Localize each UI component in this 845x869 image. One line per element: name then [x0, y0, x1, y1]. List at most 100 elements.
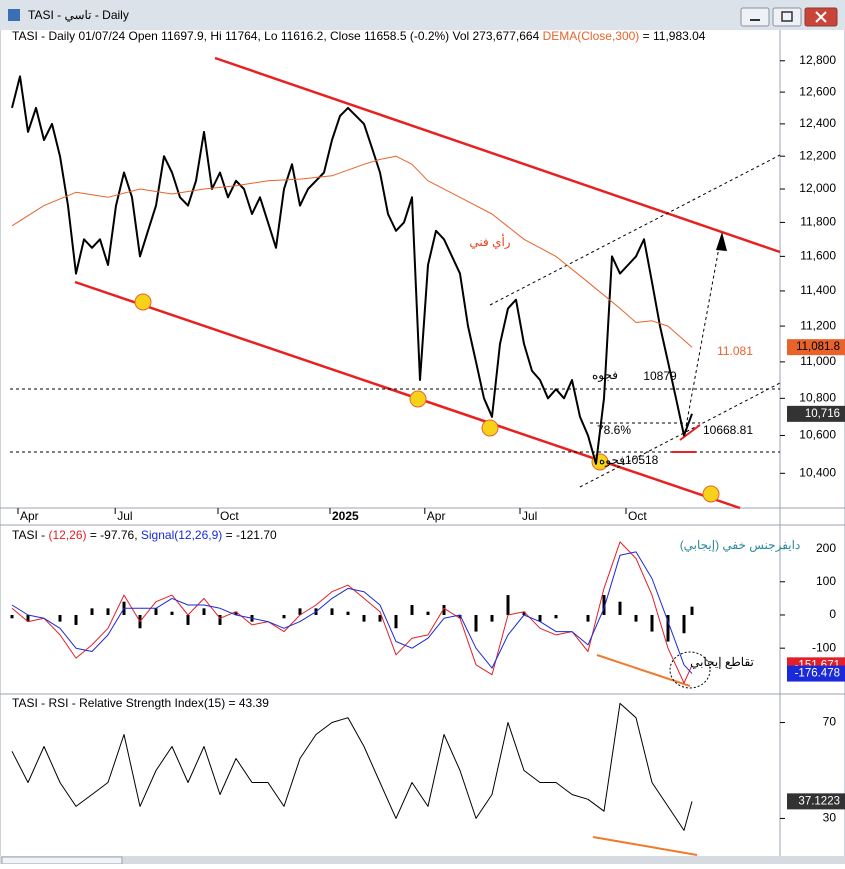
- y-tick-label: 12,400: [799, 116, 836, 130]
- price-tag-label: 10,716: [805, 408, 840, 420]
- series-line: [11, 75, 693, 465]
- histogram-bar: [602, 595, 606, 615]
- series-line: [11, 702, 693, 831]
- x-tick-label: Oct: [220, 509, 239, 523]
- histogram-bar: [410, 605, 414, 615]
- histogram-bar: [682, 614, 686, 634]
- channel-upper: [214, 56, 781, 254]
- divergence-line: [592, 836, 698, 856]
- price-tag-label: 37.1223: [798, 795, 840, 807]
- y-tick-label: 0: [829, 607, 836, 621]
- histogram-bar: [186, 614, 190, 625]
- y-tick-label: 11,600: [800, 249, 836, 263]
- maximize-button[interactable]: [772, 7, 802, 27]
- y-tick-label: 11,400: [800, 283, 836, 297]
- histogram-bar: [474, 614, 478, 632]
- tab-strip: [0, 856, 845, 864]
- histogram-bar: [202, 608, 206, 615]
- histogram-bar: [346, 611, 350, 615]
- y-tick-label: 12,200: [799, 148, 836, 162]
- y-tick-label: 10,600: [799, 428, 836, 442]
- series-line: [11, 155, 693, 348]
- reversal-mark: [679, 424, 701, 441]
- macd-name: (12,26): [48, 528, 86, 542]
- tab[interactable]: [1, 856, 123, 865]
- annotation: دايفرجنس خفي (إيجابي): [680, 538, 801, 553]
- macd-drawings: [596, 651, 711, 689]
- histogram-bar: [538, 614, 542, 622]
- histogram-bar: [106, 608, 110, 615]
- signal-readout: = -121.70: [226, 528, 277, 542]
- price-header: TASI - Daily 01/07/24 Open 11697.9, Hi 1…: [12, 29, 706, 43]
- histogram-bar: [26, 614, 30, 622]
- window-title: TASI - تاسي - Daily: [28, 8, 129, 22]
- histogram-bar: [458, 614, 462, 619]
- annotation: 78.6%: [597, 423, 631, 437]
- y-tick-label: 200: [816, 541, 836, 555]
- price-tag: [787, 665, 845, 682]
- histogram-bar: [690, 606, 694, 615]
- x-tick-label: 2025: [332, 509, 359, 523]
- rsi-header: TASI - RSI - Relative Strength Index(15)…: [12, 696, 269, 710]
- cross-circle: [669, 651, 711, 689]
- y-tick-label: 12,000: [799, 181, 836, 195]
- signal-name: Signal(12,26,9): [141, 528, 222, 542]
- histogram-bar: [634, 614, 638, 622]
- annotation: 11.081: [717, 344, 753, 358]
- dashed-trend: [489, 154, 781, 306]
- close-icon: [815, 11, 827, 23]
- y-tick-label: 12,800: [799, 53, 836, 67]
- histogram-bar: [522, 611, 526, 615]
- price-tag: [787, 793, 845, 810]
- annotation: رأي فني: [469, 234, 510, 249]
- y-tick-label: 100: [816, 574, 836, 588]
- histogram-bar: [394, 614, 398, 629]
- histogram-bar: [154, 608, 158, 615]
- histogram-bar: [618, 601, 622, 615]
- divergence-line: [596, 654, 691, 687]
- y-tick-label: 70: [823, 715, 837, 729]
- dema-name: DEMA(Close,300): [543, 29, 640, 43]
- minimize-button[interactable]: [740, 7, 770, 27]
- y-tick-label: 11,000: [800, 354, 836, 368]
- annotation: فجوه: [592, 368, 618, 382]
- title-bar: [0, 0, 845, 30]
- app-icon: [8, 9, 20, 21]
- y-tick-label: 11,800: [800, 215, 836, 229]
- dema-readout: = 11,983.04: [643, 29, 706, 43]
- touch-point: [409, 390, 427, 408]
- histogram-bar: [90, 608, 94, 615]
- price-info: TASI - Daily 01/07/24 Open 11697.9, Hi 1…: [12, 29, 540, 43]
- macd-title: TASI -: [12, 528, 45, 542]
- histogram-bar: [554, 614, 558, 619]
- y-tick-label: 11,200: [800, 318, 836, 332]
- annotation: فجوه: [599, 453, 625, 467]
- x-tick-label: Apr: [427, 509, 446, 523]
- y-tick-label: 30: [823, 811, 837, 825]
- channel-lower: [74, 280, 741, 510]
- histogram-bar: [586, 614, 590, 622]
- histogram-bar: [378, 614, 382, 622]
- histogram-bar: [442, 605, 446, 615]
- price-tag-label: -176.478: [795, 668, 840, 680]
- price-tag: [787, 405, 845, 422]
- window-buttons: [740, 7, 838, 27]
- histogram-bar: [74, 614, 78, 625]
- histogram-bar: [426, 611, 430, 615]
- annotation: تقاطع إيجابي: [690, 655, 754, 670]
- histogram-bar: [58, 614, 62, 622]
- arrow-head: [716, 232, 727, 251]
- projection-arrow: [684, 241, 721, 433]
- y-tick-label: -100: [812, 640, 836, 654]
- histogram-bar: [298, 608, 302, 615]
- histogram-bar: [362, 614, 366, 622]
- histogram-bar: [218, 614, 222, 625]
- histogram-bar: [170, 611, 174, 615]
- histogram-bar: [234, 611, 238, 615]
- x-tick-label: Jul: [522, 509, 537, 523]
- maximize-icon: [781, 11, 793, 22]
- x-tick-label: Apr: [20, 509, 39, 523]
- histogram-bar: [666, 614, 670, 642]
- y-tick-label: 12,600: [799, 84, 836, 98]
